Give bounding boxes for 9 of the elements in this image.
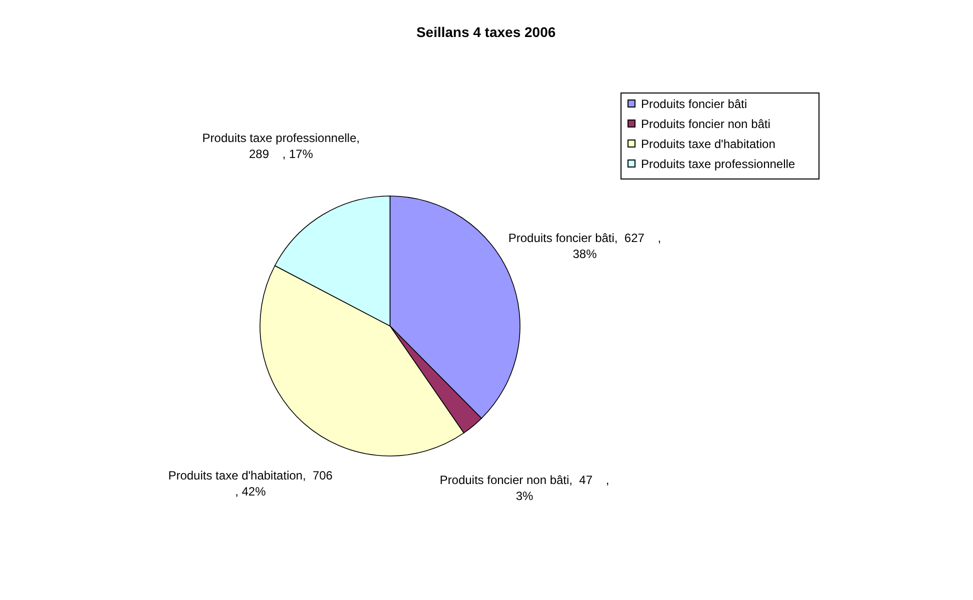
data-label: Produits taxe d'habitation, 706 , 42% <box>168 468 333 499</box>
chart-title: Seillans 4 taxes 2006 <box>416 24 556 40</box>
legend-label: Produits foncier bâti <box>641 97 748 111</box>
data-label: Produits foncier bâti, 627 , 38% <box>508 230 662 261</box>
data-label: Produits taxe professionnelle, 289 , 17% <box>202 130 360 161</box>
legend-label: Produits taxe professionnelle <box>641 157 796 171</box>
legend-label: Produits foncier non bâti <box>641 117 770 131</box>
legend-label: Produits taxe d'habitation <box>641 137 776 151</box>
data-label: Produits foncier non bâti, 47 , 3% <box>440 473 610 504</box>
